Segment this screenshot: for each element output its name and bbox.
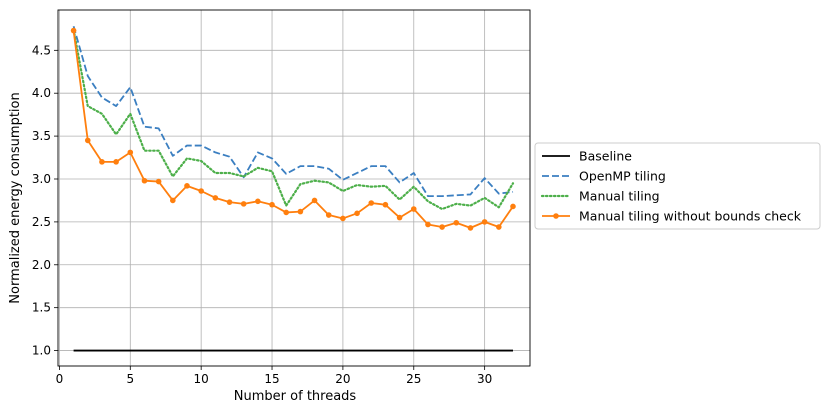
- data-point: [184, 183, 190, 189]
- series-manual-tiling-without-bounds-check: [70, 27, 516, 231]
- x-tick-label: 25: [406, 372, 421, 386]
- data-point: [368, 200, 375, 206]
- data-point: [396, 214, 403, 221]
- y-tick-label: 1.5: [32, 301, 51, 315]
- y-tick-label: 4.5: [32, 43, 51, 57]
- x-tick-label: 30: [477, 372, 492, 386]
- data-point: [453, 219, 460, 226]
- y-tick-label: 2.5: [32, 215, 51, 229]
- data-point: [84, 137, 91, 144]
- y-tick-label: 3.0: [32, 172, 51, 186]
- series-line: [72, 28, 515, 211]
- data-point: [212, 195, 219, 201]
- data-point: [382, 201, 389, 208]
- data-point: [439, 224, 445, 230]
- data-point: [425, 221, 431, 228]
- x-axis-label: Number of threads: [234, 389, 357, 404]
- x-tick-label: 20: [335, 372, 350, 386]
- data-point: [127, 149, 134, 156]
- legend-label: Manual tiling without bounds check: [579, 209, 802, 224]
- data-point: [113, 159, 119, 165]
- y-axis-label: Normalized energy consumption: [8, 92, 23, 303]
- plot-area-frame: [57, 9, 531, 367]
- data-point: [467, 225, 474, 231]
- y-tick-label: 2.0: [32, 258, 51, 272]
- x-tick-label: 0: [56, 372, 64, 386]
- data-point: [155, 178, 162, 185]
- data-point: [99, 159, 105, 165]
- legend-label: Manual tiling: [579, 189, 660, 204]
- legend-item: Baseline: [542, 149, 632, 164]
- data-point: [297, 208, 304, 215]
- legend-label: Baseline: [579, 149, 632, 164]
- legend-item: Manual tiling without bounds check: [542, 209, 802, 224]
- legend: Baseline OpenMP tiling Manual tiling Manual…: [534, 142, 821, 230]
- data-point: [269, 201, 275, 208]
- data-point: [340, 215, 346, 222]
- data-point: [481, 219, 488, 225]
- x-tick-label: 10: [194, 372, 209, 386]
- x-tick-label: 5: [126, 372, 134, 386]
- data-point: [255, 198, 261, 205]
- series-openmp-tiling: [72, 26, 514, 198]
- data-point: [170, 197, 176, 204]
- legend-label: OpenMP tiling: [579, 169, 666, 184]
- data-point: [410, 206, 417, 212]
- series-manual-tiling: [72, 28, 515, 211]
- data-point: [240, 201, 247, 207]
- data-point: [70, 27, 77, 34]
- y-tick-label: 3.5: [32, 129, 51, 143]
- series-line: [72, 26, 514, 198]
- legend-marker: [553, 213, 559, 219]
- y-axis-ticks: 1.0 1.5 2.0 2.5 3.0 3.5 4.0 4.5: [32, 43, 58, 358]
- data-point: [496, 224, 502, 230]
- y-tick-label: 1.0: [32, 344, 51, 358]
- x-axis-ticks: 0 5 10 15 20 25 30: [56, 366, 492, 386]
- data-point: [141, 177, 148, 184]
- data-point: [226, 199, 233, 205]
- legend-box: [534, 142, 821, 230]
- data-point: [311, 197, 318, 204]
- data-point: [354, 210, 360, 217]
- series-line: [72, 30, 514, 229]
- legend-item: OpenMP tiling: [542, 169, 666, 184]
- legend-item: Manual tiling: [540, 189, 660, 204]
- data-point: [283, 209, 290, 216]
- data-point: [325, 212, 332, 218]
- x-tick-label: 15: [264, 372, 279, 386]
- y-tick-label: 4.0: [32, 86, 51, 100]
- data-point: [510, 203, 516, 210]
- grid-lines: [58, 10, 530, 366]
- series-layer: [70, 26, 516, 352]
- data-point: [198, 188, 204, 194]
